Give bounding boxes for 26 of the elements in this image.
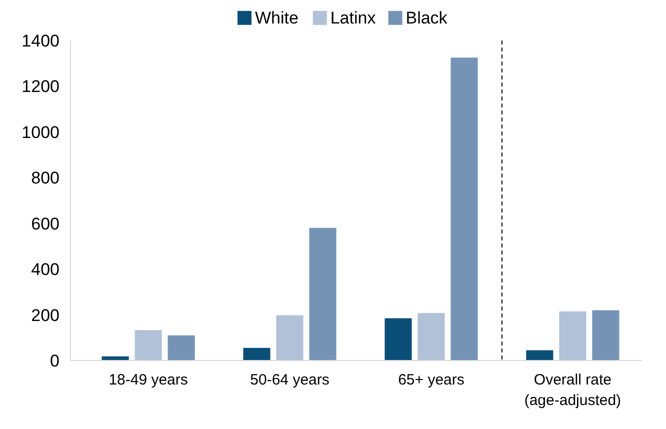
legend-label: White [254,8,298,28]
bar [276,315,304,360]
legend-label: Black [406,8,448,28]
legend-label: Latinx [330,8,376,28]
bar [168,335,195,360]
y-tick-label: 1200 [22,77,60,96]
y-tick-label: 800 [31,168,60,188]
x-tick-label: 18-49 years [108,372,188,388]
y-tick-label: 400 [31,260,60,280]
bar [526,350,554,360]
x-tick-label: 50-64 years [250,372,330,388]
y-tick-label: 1000 [22,122,60,142]
y-tick-label: 0 [50,352,60,370]
bar [243,348,270,360]
bar [134,330,162,360]
bar [592,310,620,360]
y-tick-label: 200 [31,306,60,325]
y-tick-label: 600 [31,214,60,234]
bar [309,228,336,360]
bar [418,312,445,360]
y-tick-label: 1400 [22,32,60,50]
bar [450,58,478,360]
x-tick-label: 65+ years [398,372,464,388]
bar [384,318,412,360]
x-tick-label: Overall rate (age-adjusted) [524,372,622,409]
bar [559,311,586,360]
